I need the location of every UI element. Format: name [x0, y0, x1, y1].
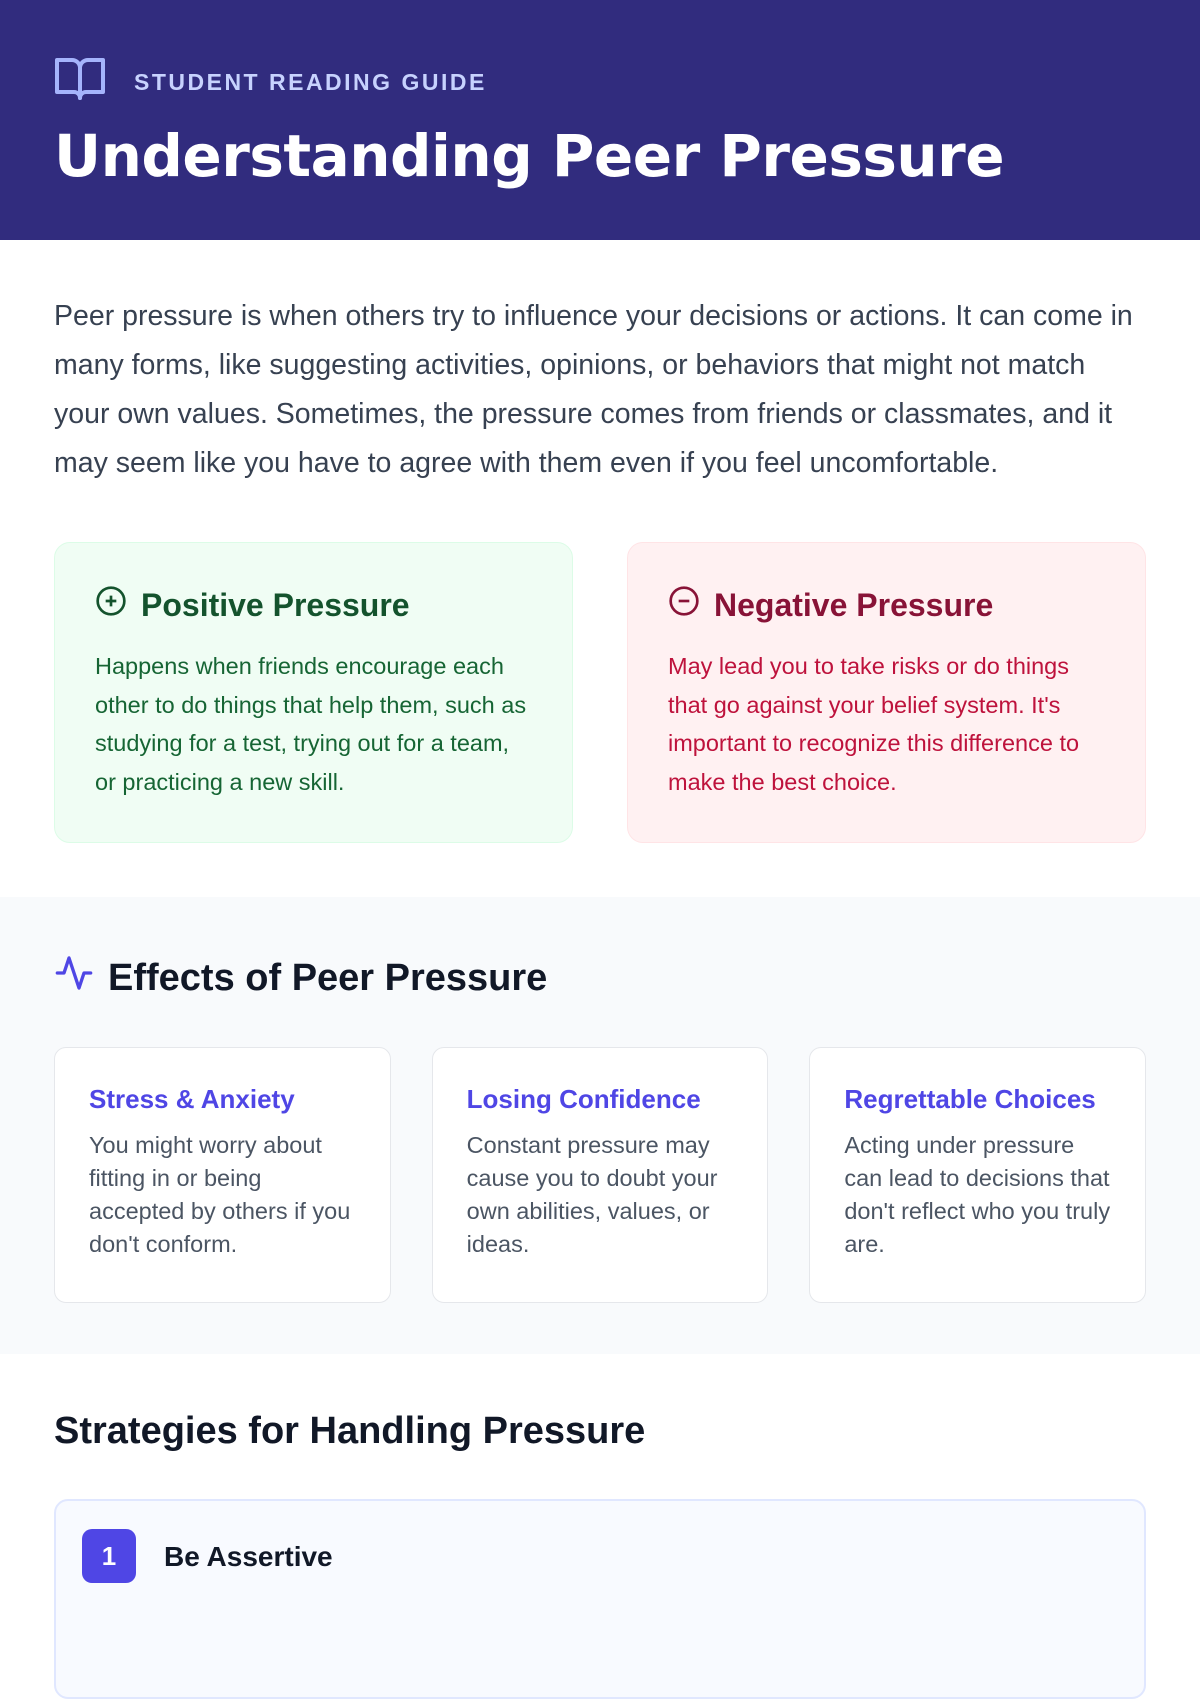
- step-number-badge: 1: [82, 1529, 136, 1583]
- effect-title: Stress & Anxiety: [89, 1084, 295, 1114]
- effects-title: Effects of Peer Pressure: [108, 956, 548, 999]
- book-open-icon: [54, 56, 106, 108]
- effect-text: Acting under pressure can lead to decisi…: [844, 1132, 1111, 1257]
- page-header: STUDENT READING GUIDE Understanding Peer…: [0, 0, 1200, 240]
- strategy-card: 1 Be Assertive: [54, 1499, 1146, 1699]
- eyebrow: STUDENT READING GUIDE: [54, 56, 1146, 108]
- effect-card: Stress & Anxiety You might worry about fi…: [54, 1047, 391, 1303]
- negative-text: May lead you to take risks or do things …: [668, 653, 1080, 795]
- strategy-title: Be Assertive: [164, 1541, 333, 1572]
- intro-paragraph: Peer pressure is when others try to infl…: [54, 300, 1133, 479]
- negative-pressure-card: Negative Pressure May lead you to take r…: [627, 542, 1146, 843]
- effect-text: Constant pressure may cause you to doubt…: [466, 1132, 718, 1257]
- page-title: Understanding Peer Pressure: [54, 122, 1005, 190]
- eyebrow-label: STUDENT READING GUIDE: [134, 68, 487, 95]
- effect-title: Regrettable Choices: [844, 1084, 1096, 1114]
- effects-section: Effects of Peer Pressure Stress & Anxiet…: [0, 897, 1200, 1354]
- effect-title: Losing Confidence: [466, 1084, 701, 1114]
- activity-icon: [54, 953, 94, 1003]
- effect-card: Regrettable Choices Acting under pressure…: [809, 1047, 1147, 1303]
- effect-text: You might worry about fitting in or bein…: [89, 1132, 351, 1257]
- positive-title: Positive Pressure: [141, 586, 410, 623]
- positive-pressure-card: Positive Pressure Happens when friends e…: [54, 542, 573, 843]
- positive-text: Happens when friends encourage each othe…: [95, 653, 527, 795]
- plus-circle-icon: [95, 585, 127, 625]
- effect-card: Losing Confidence Constant pressure may c…: [431, 1047, 769, 1303]
- negative-title: Negative Pressure: [714, 586, 994, 623]
- strategies-title: Strategies for Handling Pressure: [54, 1410, 646, 1452]
- strategies-section: Strategies for Handling Pressure 1 Be As…: [0, 1354, 1200, 1699]
- minus-circle-icon: [668, 585, 700, 625]
